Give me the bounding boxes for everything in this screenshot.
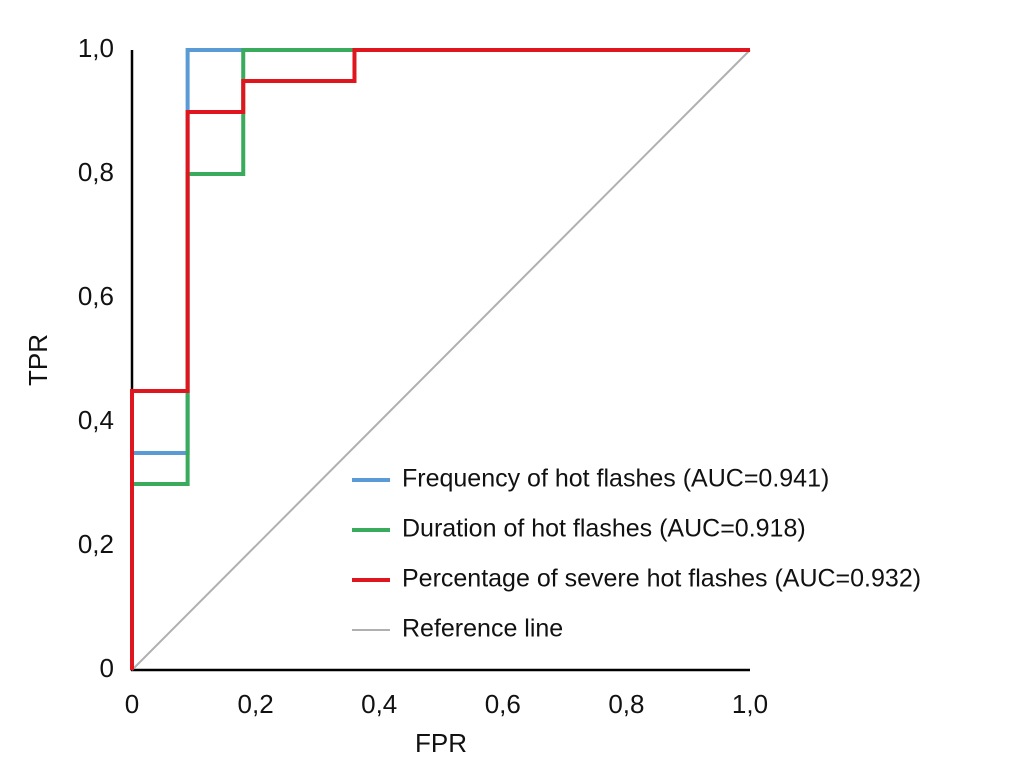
x-tick-label: 0,2 — [238, 689, 274, 719]
y-tick-label: 0 — [100, 653, 114, 683]
y-tick-label: 1,0 — [78, 33, 114, 63]
y-tick-label: 0,6 — [78, 281, 114, 311]
y-tick-label: 0,8 — [78, 157, 114, 187]
x-tick-label: 0,4 — [361, 689, 397, 719]
series-line — [130, 48, 750, 670]
x-axis-label: FPR — [415, 728, 467, 758]
y-axis-label: TPR — [23, 334, 53, 386]
y-tick-label: 0,4 — [78, 405, 114, 435]
x-tick-label: 1,0 — [732, 689, 768, 719]
x-tick-label: 0 — [125, 689, 139, 719]
legend-label: Duration of hot flashes (AUC=0.918) — [402, 515, 806, 543]
legend-label: Frequency of hot flashes (AUC=0.941) — [402, 465, 829, 493]
y-tick-label: 0,2 — [78, 529, 114, 559]
x-tick-label: 0,6 — [485, 689, 521, 719]
series-line — [131, 49, 751, 671]
legend-label: Reference line — [402, 615, 563, 643]
legend: Frequency of hot flashes (AUC=0.941) Dura… — [352, 465, 921, 643]
legend-label: Percentage of severe hot flashes (AUC=0.… — [402, 565, 921, 593]
x-tick-label: 0,8 — [608, 689, 644, 719]
